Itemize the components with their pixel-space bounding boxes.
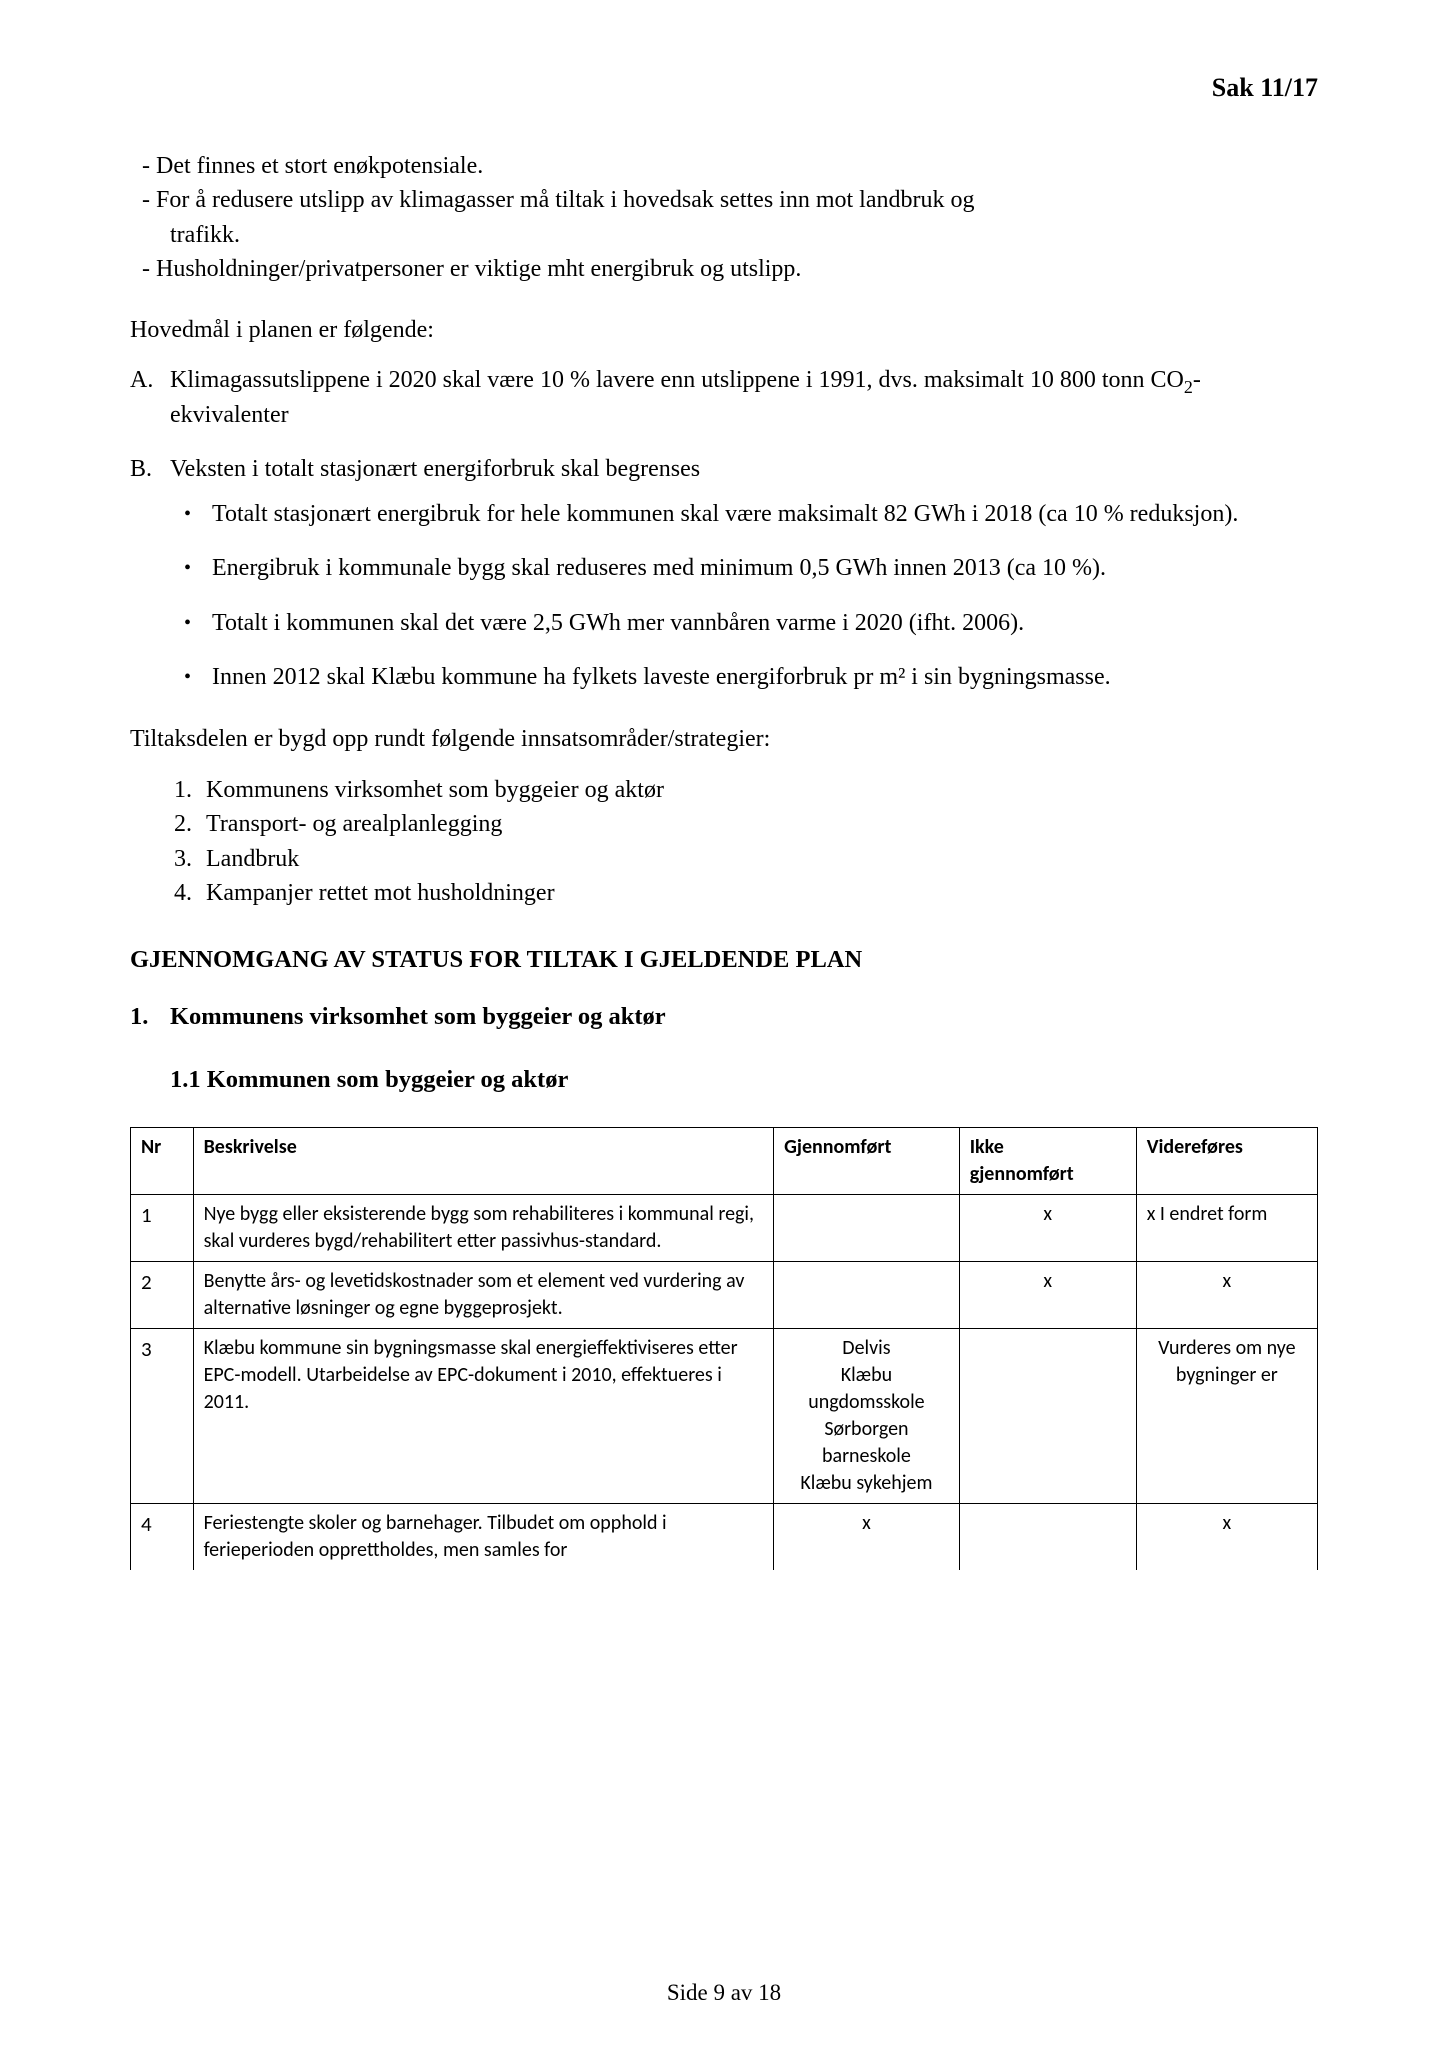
strategy-text: Kommunens virksomhet som byggeier og akt…	[206, 774, 1318, 806]
goal-a: A. Klimagassutslippene i 2020 skal være …	[130, 364, 1318, 431]
cell-viderefores: Vurderes om nye bygninger er	[1136, 1328, 1317, 1503]
subscript: 2	[1184, 377, 1193, 397]
document-body: - Det finnes et stort enøkpotensiale. - …	[130, 150, 1318, 1570]
cell-nr: 3	[131, 1328, 194, 1503]
summary-dash-list: - Det finnes et stort enøkpotensiale. - …	[130, 150, 1318, 286]
dash-item-continuation: trafikk.	[130, 219, 1318, 251]
goal-b: B. Veksten i totalt stasjonært energifor…	[130, 453, 1318, 485]
cell-ikke-gjennomfort	[959, 1328, 1136, 1503]
dash-item: - Husholdninger/privatpersoner er viktig…	[130, 253, 1318, 285]
cell-desc: Benytte års- og levetidskostnader som et…	[193, 1261, 774, 1328]
bullet-item: • Innen 2012 skal Klæbu kommune ha fylke…	[184, 661, 1318, 693]
strategy-item: 1. Kommunens virksomhet som byggeier og …	[174, 774, 1318, 806]
list-marker: B.	[130, 453, 170, 485]
cell-desc: Nye bygg eller eksisterende bygg som reh…	[193, 1194, 774, 1261]
goals-intro: Hovedmål i planen er følgende:	[130, 314, 1318, 346]
heading-number: 1.	[130, 1000, 170, 1033]
strategies-list: 1. Kommunens virksomhet som byggeier og …	[174, 774, 1318, 910]
table-row: 2 Benytte års- og levetidskostnader som …	[131, 1261, 1318, 1328]
bullet-icon: •	[184, 552, 212, 584]
dash-item: - Det finnes et stort enøkpotensiale.	[130, 150, 1318, 182]
strategy-item: 4. Kampanjer rettet mot husholdninger	[174, 877, 1318, 909]
cell-nr: 4	[131, 1503, 194, 1570]
goal-b-text: Veksten i totalt stasjonært energiforbru…	[170, 453, 1318, 485]
col-header-nr: Nr	[131, 1127, 194, 1194]
cell-nr: 2	[131, 1261, 194, 1328]
page-footer: Side 9 av 18	[0, 1977, 1448, 2008]
list-marker: 4.	[174, 877, 206, 909]
goal-b-bullets: • Totalt stasjonært energibruk for hele …	[184, 498, 1318, 694]
text-line: Ikke	[970, 1135, 1004, 1159]
cell-nr: 1	[131, 1194, 194, 1261]
goal-a-text: Klimagassutslippene i 2020 skal være 10 …	[170, 364, 1318, 431]
cell-ikke-gjennomfort	[959, 1503, 1136, 1570]
table-header-row: Nr Beskrivelse Gjennomført Ikke gjennomf…	[131, 1127, 1318, 1194]
list-marker: A.	[130, 364, 170, 431]
strategy-text: Landbruk	[206, 843, 1318, 875]
cell-viderefores: x	[1136, 1261, 1317, 1328]
cell-gjennomfort: Delvis Klæbu ungdomsskole Sørborgen barn…	[774, 1328, 960, 1503]
bullet-item: • Energibruk i kommunale bygg skal redus…	[184, 552, 1318, 584]
cell-desc: Klæbu kommune sin bygningsmasse skal ene…	[193, 1328, 774, 1503]
table-row: 3 Klæbu kommune sin bygningsmasse skal e…	[131, 1328, 1318, 1503]
bullet-text: Energibruk i kommunale bygg skal reduser…	[212, 552, 1318, 584]
cell-viderefores: x I endret form	[1136, 1194, 1317, 1261]
list-marker: 1.	[174, 774, 206, 806]
strategy-text: Kampanjer rettet mot husholdninger	[206, 877, 1318, 909]
bullet-text: Totalt i kommunen skal det være 2,5 GWh …	[212, 607, 1318, 639]
table-row: 1 Nye bygg eller eksisterende bygg som r…	[131, 1194, 1318, 1261]
case-reference: Sak 11/17	[1212, 70, 1318, 105]
cell-desc: Feriestengte skoler og barnehager. Tilbu…	[193, 1503, 774, 1570]
cell-ikke-gjennomfort: x	[959, 1194, 1136, 1261]
col-header-viderefores: Videreføres	[1136, 1127, 1317, 1194]
bullet-item: • Totalt i kommunen skal det være 2,5 GW…	[184, 607, 1318, 639]
bullet-icon: •	[184, 498, 212, 530]
strategy-item: 2. Transport- og arealplanlegging	[174, 808, 1318, 840]
strategy-text: Transport- og arealplanlegging	[206, 808, 1318, 840]
list-marker: 3.	[174, 843, 206, 875]
bullet-icon: •	[184, 607, 212, 639]
col-header-gjennomfort: Gjennomført	[774, 1127, 960, 1194]
bullet-text: Innen 2012 skal Klæbu kommune ha fylkets…	[212, 661, 1318, 693]
dash-item: - For å redusere utslipp av klimagasser …	[130, 184, 1318, 216]
goals-list: A. Klimagassutslippene i 2020 skal være …	[130, 364, 1318, 486]
list-marker: 2.	[174, 808, 206, 840]
cell-gjennomfort: x	[774, 1503, 960, 1570]
col-header-ikke-gjennomfort: Ikke gjennomført	[959, 1127, 1136, 1194]
cell-gjennomfort	[774, 1261, 960, 1328]
col-header-desc: Beskrivelse	[193, 1127, 774, 1194]
heading-text: Kommunens virksomhet som byggeier og akt…	[170, 1000, 666, 1033]
strategy-item: 3. Landbruk	[174, 843, 1318, 875]
strategies-intro: Tiltaksdelen er bygd opp rundt følgende …	[130, 723, 1318, 755]
subsection-1-heading: 1. Kommunens virksomhet som byggeier og …	[130, 1000, 1318, 1033]
bullet-text: Totalt stasjonært energibruk for hele ko…	[212, 498, 1318, 530]
section-heading: GJENNOMGANG AV STATUS FOR TILTAK I GJELD…	[130, 943, 1318, 976]
text-pre: Klimagassutslippene i 2020 skal være 10 …	[170, 367, 1184, 393]
text-line: gjennomført	[970, 1162, 1074, 1186]
status-table: Nr Beskrivelse Gjennomført Ikke gjennomf…	[130, 1127, 1318, 1570]
table-row: 4 Feriestengte skoler og barnehager. Til…	[131, 1503, 1318, 1570]
subsection-1-1-heading: 1.1 Kommunen som byggeier og aktør	[170, 1063, 1318, 1096]
bullet-item: • Totalt stasjonært energibruk for hele …	[184, 498, 1318, 530]
cell-ikke-gjennomfort: x	[959, 1261, 1136, 1328]
cell-gjennomfort	[774, 1194, 960, 1261]
bullet-icon: •	[184, 661, 212, 693]
cell-viderefores: x	[1136, 1503, 1317, 1570]
